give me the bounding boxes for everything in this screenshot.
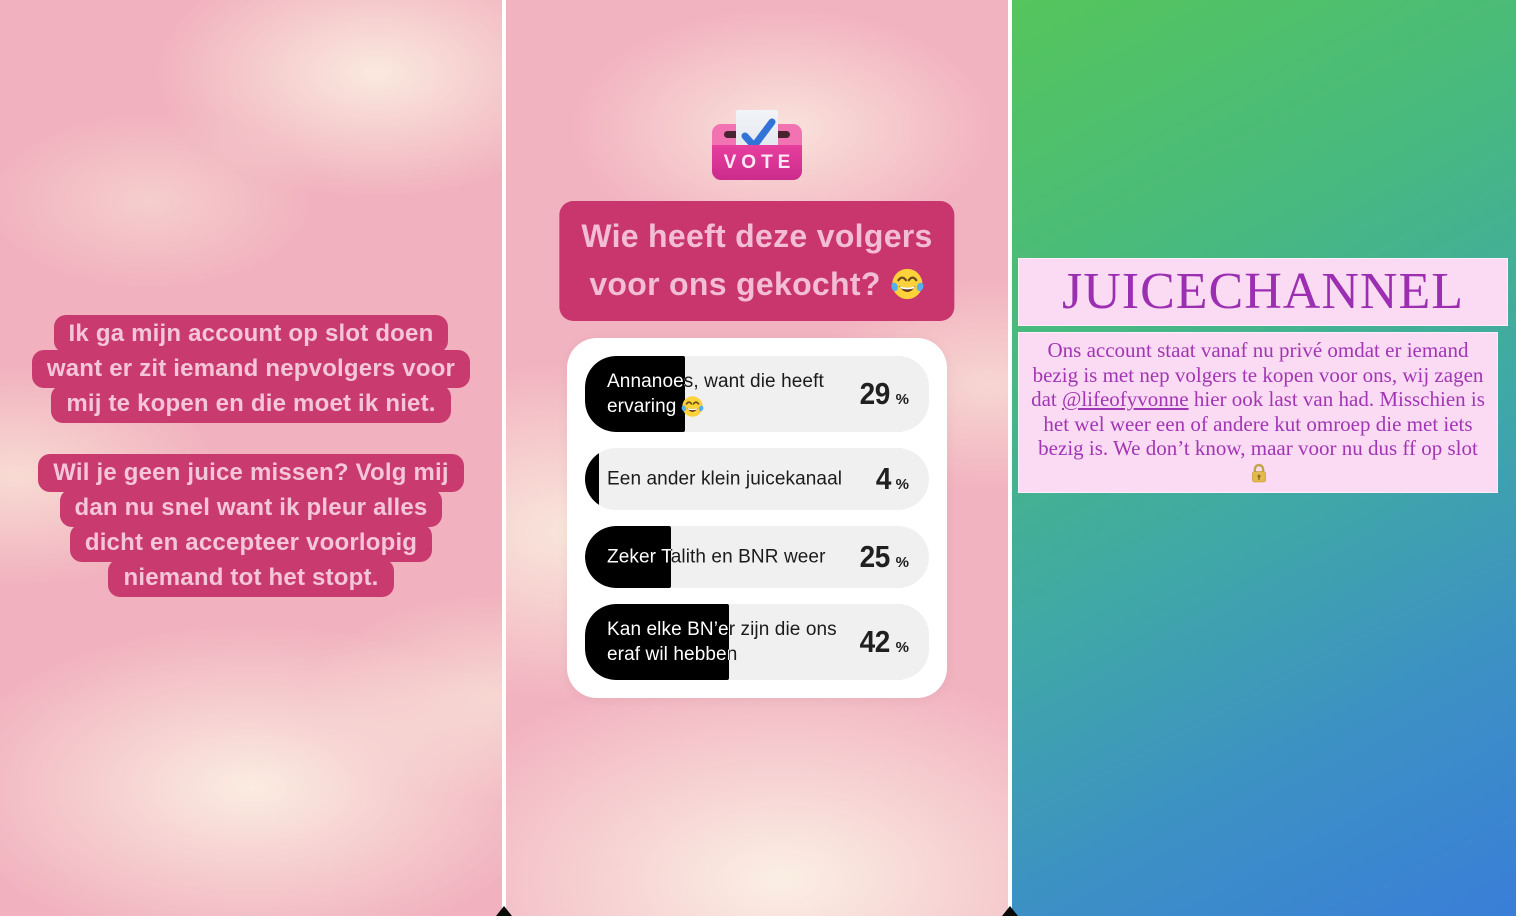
poll-question-box: Wie heeft deze volgers voor ons gekocht? bbox=[559, 201, 955, 321]
story-text-bubble-1: Ik ga mijn account op slot doen want er … bbox=[0, 315, 502, 423]
story-right: JUICECHANNEL Ons account staat vanaf nu … bbox=[1012, 0, 1516, 916]
poll-option-elke-bner[interactable]: Kan elke BN’er zijn die ons eraf wil heb… bbox=[585, 604, 929, 680]
bubble-line: niemand tot het stopt. bbox=[108, 559, 394, 597]
panel-divider bbox=[502, 0, 506, 916]
announcement-box: Ons account staat vanaf nu privé omdat e… bbox=[1018, 332, 1498, 493]
poll-option-percent: 42 % bbox=[859, 624, 909, 659]
poll-results-card: Annanoes, want die heeft ervaring 29 % A… bbox=[567, 338, 947, 698]
ballot-paper-icon bbox=[736, 110, 778, 150]
poll-question-line: Wie heeft deze volgers bbox=[581, 218, 933, 254]
laughing-emoji-icon bbox=[891, 268, 924, 300]
announcement-text: Ons account staat vanaf nu privé omdat e… bbox=[1027, 338, 1489, 485]
story-text-bubble-2: Wil je geen juice missen? Volg mij dan n… bbox=[0, 454, 502, 597]
channel-title-box: JUICECHANNEL bbox=[1018, 258, 1508, 326]
bubble-line: mij te kopen en die moet ik niet. bbox=[51, 385, 451, 423]
poll-result-fill: Kan elke BN’er zijn die ons eraf wil heb… bbox=[585, 604, 730, 680]
bubble-line: Ik ga mijn account op slot doen bbox=[53, 315, 449, 353]
poll-result-fill: Zeker Talith en BNR weer bbox=[585, 526, 671, 588]
channel-title: JUICECHANNEL bbox=[1062, 263, 1464, 320]
story-middle: VOTE Wie heeft deze volgers voor ons gek… bbox=[506, 0, 1008, 916]
bubble-line: dan nu snel want ik pleur alles bbox=[59, 489, 443, 527]
poll-option-percent: 29 % bbox=[859, 376, 909, 411]
poll-option-klein-juicekanaal[interactable]: Een ander klein juicekanaal 4 % Een ande… bbox=[585, 448, 929, 510]
poll-option-percent: 25 % bbox=[859, 539, 909, 574]
poll-option-percent: 4 % bbox=[875, 461, 909, 496]
poll-option-annanoes[interactable]: Annanoes, want die heeft ervaring 29 % A… bbox=[585, 356, 929, 432]
bubble-line: Wil je geen juice missen? Volg mij bbox=[38, 454, 464, 492]
poll-result-fill: Annanoes, want die heeft ervaring bbox=[585, 356, 685, 432]
poll-option-label: Een ander klein juicekanaal bbox=[607, 468, 843, 490]
vote-label: VOTE bbox=[712, 145, 802, 180]
poll-question-line: voor ons gekocht? bbox=[589, 260, 924, 308]
panel-divider bbox=[1008, 0, 1012, 916]
lock-emoji-icon bbox=[1252, 463, 1266, 482]
laughing-emoji-icon bbox=[682, 396, 704, 417]
bubble-line: want er zit iemand nepvolgers voor bbox=[31, 350, 471, 388]
ballot-box-vote-icon: VOTE bbox=[712, 110, 802, 180]
poll-result-fill: Een ander klein juicekanaal bbox=[585, 448, 599, 510]
bubble-line: dicht en accepteer voorlopig bbox=[69, 524, 433, 562]
story-left: Ik ga mijn account op slot doen want er … bbox=[0, 0, 502, 916]
mention-link[interactable]: @lifeofyvonne bbox=[1061, 387, 1189, 411]
poll-option-talith-bnr[interactable]: Zeker Talith en BNR weer 25 % Zeker Tali… bbox=[585, 526, 929, 588]
